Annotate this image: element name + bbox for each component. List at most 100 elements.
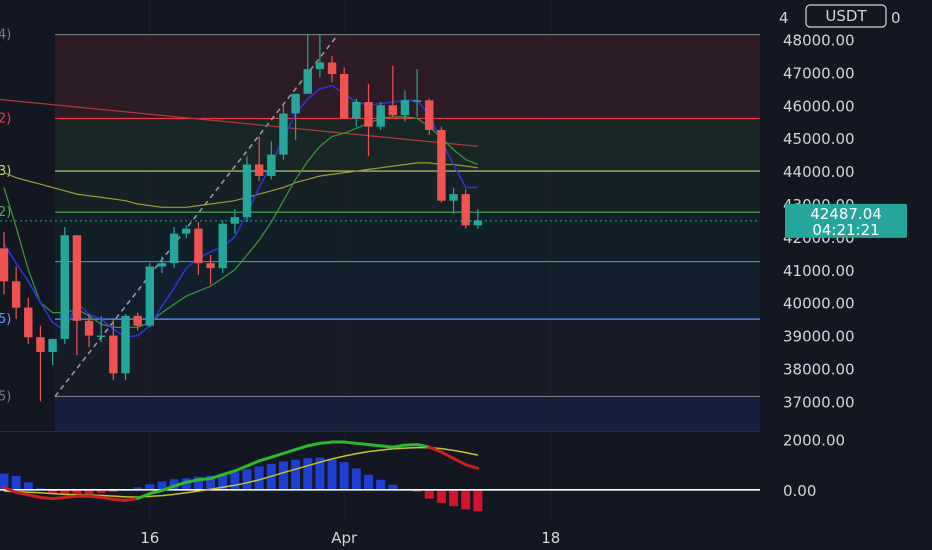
macd-histogram-bar: [376, 479, 386, 490]
ma-olive-line: [3, 162, 478, 208]
candle-body: [48, 338, 57, 353]
candle-body: [11, 281, 21, 308]
macd-line-segment: [306, 441, 322, 448]
macd-histogram-bar: [133, 487, 143, 490]
price-tick-top: 4: [779, 9, 789, 27]
macd-line-segment: [14, 490, 30, 497]
candle-body: [121, 315, 130, 374]
candle-body: [36, 337, 45, 353]
macd-histogram-bar: [108, 489, 118, 492]
time-axis[interactable]: 16 Apr 18: [140, 529, 560, 547]
macd-tick-label: 2000.00: [783, 432, 845, 450]
macd-line-segment: [87, 494, 103, 499]
macd-histogram-bar: [303, 458, 313, 490]
bar-countdown: 04:21:21: [812, 221, 879, 239]
macd-line-segment: [452, 456, 468, 467]
fib-level-label: 5): [0, 389, 11, 404]
candle-body: [0, 248, 9, 282]
macd-histogram-bar: [145, 484, 155, 490]
fib-level-label: 5): [0, 312, 11, 327]
macd-line-segment: [257, 455, 273, 463]
fib-zone-fill: [55, 319, 760, 397]
macd-tick-label: 0.00: [783, 482, 816, 500]
macd-line-segment: [99, 495, 115, 501]
candle-body: [97, 335, 106, 338]
macd-histogram-bar: [412, 489, 422, 492]
macd-line-segment: [318, 440, 334, 445]
currency-button[interactable]: [805, 4, 887, 28]
macd-line-segment: [51, 495, 67, 501]
macd-histogram-bar: [60, 489, 70, 495]
macd-histogram-bar: [242, 469, 252, 490]
price-tick-label: 40000.00: [783, 295, 855, 313]
last-price-badge-bg: [785, 203, 907, 238]
macd-line-segment: [160, 484, 176, 493]
time-axis-label: Apr: [331, 529, 358, 547]
macd-histogram-bar: [206, 475, 216, 490]
macd-histogram-bar: [388, 484, 398, 490]
price-tick-label: 44000.00: [783, 163, 855, 181]
fib-level-label: 2): [0, 205, 11, 220]
candle-body: [425, 100, 434, 130]
candle-body: [340, 74, 349, 119]
last-price-badge: 42487.04 04:21:21: [785, 203, 907, 239]
time-axis-label: 16: [140, 529, 159, 547]
macd-line-segment: [342, 440, 358, 445]
last-price-value: 42487.04: [810, 205, 882, 223]
macd-histogram-bar: [193, 476, 203, 490]
macd-line-segment: [281, 448, 298, 455]
macd-line-segment: [415, 443, 431, 449]
fib-zone-fill: [55, 118, 760, 172]
macd-histogram-bar: [327, 459, 337, 490]
candle-body: [254, 164, 264, 177]
candle-body: [24, 307, 33, 338]
fib-zone-fills: [55, 34, 760, 431]
macd-line-segment: [367, 443, 383, 448]
macd-line-segment: [391, 443, 407, 449]
macd-pane: [0, 440, 760, 512]
macd-line-segment: [245, 459, 261, 468]
ma-green-line: [3, 116, 479, 329]
macd-histogram-bar: [278, 461, 288, 490]
price-tick-label: 37000.00: [783, 393, 855, 411]
macd-line-segment: [111, 497, 127, 502]
macd-line-segment: [439, 450, 456, 460]
macd-histogram-bar: [339, 462, 349, 490]
candle-body: [352, 101, 361, 119]
moving-averages: [0, 84, 479, 339]
fib-zone-fill: [55, 261, 760, 320]
price-tick-label: 45000.00: [783, 130, 855, 148]
fib-level-label: 4): [0, 28, 11, 43]
macd-line-segment: [233, 464, 249, 473]
candle-body: [194, 228, 203, 264]
macd-histogram-bar: [218, 474, 228, 490]
price-tick-label: 46000.00: [783, 97, 855, 115]
candle-body: [72, 235, 82, 321]
macd-line-segment: [427, 445, 443, 454]
currency-label[interactable]: USDT: [825, 7, 867, 25]
macd-line-segment: [136, 492, 152, 500]
macd-histogram-bar: [315, 457, 325, 490]
candlestick-series: [0, 34, 483, 402]
candle-body: [388, 105, 397, 116]
fib-zone-fill: [55, 212, 760, 262]
macd-line-segment: [464, 463, 480, 470]
candle-body: [218, 223, 227, 269]
candle-body: [449, 194, 458, 201]
macd-histogram-bar: [230, 472, 240, 490]
macd-histogram-bar: [436, 489, 446, 503]
candle-body: [230, 217, 240, 224]
macd-axis[interactable]: 2000.00 0.00: [783, 432, 845, 500]
fib-level-label: 2): [0, 111, 11, 126]
candle-body: [84, 320, 94, 336]
macd-line-segment: [403, 443, 419, 447]
candle-body: [169, 233, 179, 264]
macd-histogram-bar: [48, 489, 58, 493]
candle-body: [206, 263, 215, 269]
candle-body: [327, 62, 337, 75]
candle-body: [473, 220, 483, 226]
macd-line-segment: [354, 441, 370, 447]
candle-body: [376, 105, 385, 127]
